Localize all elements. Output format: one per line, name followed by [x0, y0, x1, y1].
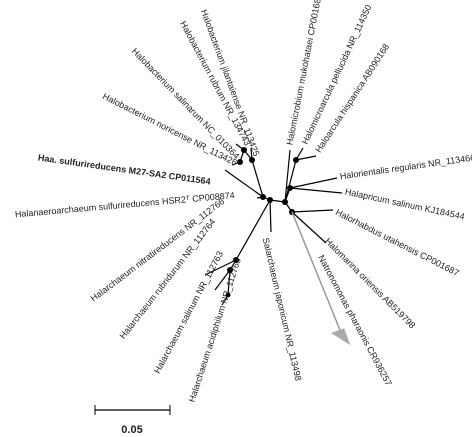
leaf-label: Halarchaeum acidiphilum NR_112763 [187, 257, 243, 404]
leaf-label: Halobacterium jilantaiense NR_113425 [199, 8, 262, 157]
leaf-label: Halorientalis regularis NR_113466 [339, 152, 472, 181]
collapsed-branch [291, 211, 351, 346]
nodes [225, 147, 299, 298]
leaf-label: Salarchaeum japonicum NR_113498 [261, 237, 304, 382]
leaf-label: Haa. sulfurireducens M27-SA2 CP011564 [37, 152, 211, 186]
labels: Halobacterium jilantaiense NR_113425 Halo… [15, 0, 472, 403]
scale-bar: 0.05 [94, 405, 171, 436]
leaf-label: Halarchaeum salinum NR_112763 [152, 249, 225, 375]
leaf-label: Halapricum salinum KJ184544 [344, 186, 465, 221]
scale-label: 0.05 [121, 424, 142, 436]
